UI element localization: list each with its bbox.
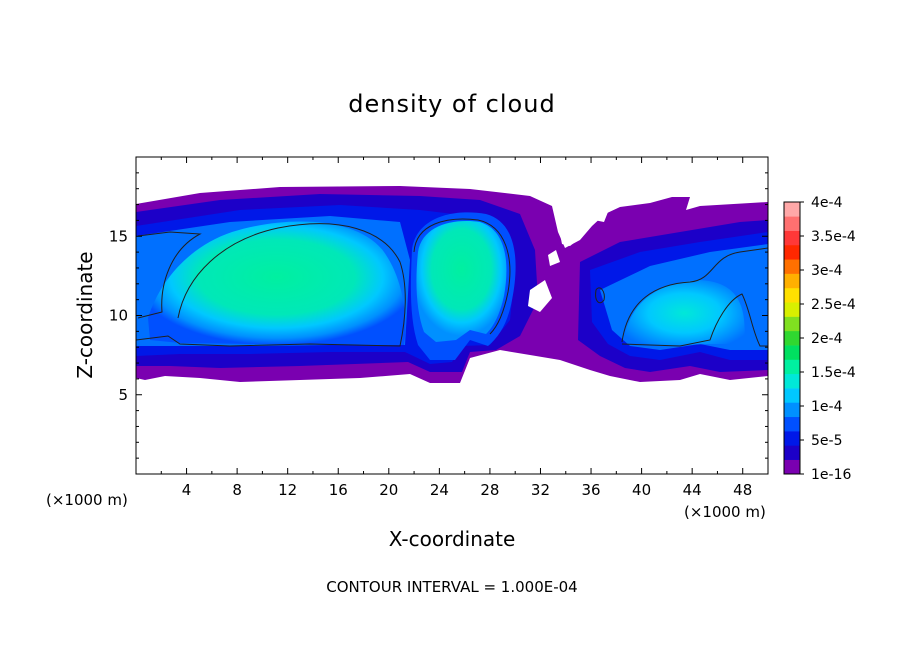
colorbar-swatch xyxy=(784,244,800,260)
contour-line-5 xyxy=(621,293,768,347)
contour-interval-note: CONTOUR INTERVAL = 1.000E-04 xyxy=(326,578,577,596)
colorbar-label: 1e-16 xyxy=(811,467,851,483)
colorbar-swatch xyxy=(784,402,800,418)
chart-title: density of cloud xyxy=(348,90,555,118)
colorbar-label: 1.5e-4 xyxy=(811,365,856,381)
colorbar-swatch xyxy=(784,273,800,289)
clear-air-gap-2 xyxy=(528,280,552,312)
x-tick-label: 8 xyxy=(232,481,242,499)
colorbar-label: 3.5e-4 xyxy=(811,229,856,245)
x-tick-label: 48 xyxy=(733,481,752,499)
density-field xyxy=(136,186,768,383)
colorbar-swatch xyxy=(784,459,800,475)
clear-air-gap-3 xyxy=(548,250,560,266)
contour-line-2 xyxy=(136,223,406,347)
colorbar-swatch xyxy=(784,316,800,332)
clear-air-gap-1 xyxy=(560,228,580,246)
cloud-cell-2-core xyxy=(416,221,507,342)
y-tick-label: 5 xyxy=(118,386,128,404)
x-tick-label: 4 xyxy=(182,481,192,499)
colorbar-swatch xyxy=(784,416,800,432)
x-tick-label: 20 xyxy=(379,481,398,499)
x-unit-label-right: (×1000 m) xyxy=(684,503,766,521)
colorbar-label: 2e-4 xyxy=(811,331,843,347)
colorbar-swatch xyxy=(784,216,800,231)
x-axis-ticks: 4 8 12 16 20 24 28 32 36 40 44 48 xyxy=(160,157,752,499)
contour-line-6 xyxy=(595,287,605,304)
colorbar: 1e-16 5e-5 1e-4 1.5e-4 2e-4 2.5e-4 3e-4 3.5e-4 4… xyxy=(783,195,856,483)
y-axis-ticks: 5 10 15 xyxy=(109,172,768,459)
y-tick-label: 10 xyxy=(109,307,128,325)
colorbar-swatch xyxy=(784,259,800,274)
colorbar-swatch xyxy=(784,230,800,246)
cloud-cell-1 xyxy=(148,221,406,345)
colorbar-swatch xyxy=(784,388,800,403)
colorbar-swatch xyxy=(784,359,800,375)
colorbar-swatch xyxy=(784,202,800,217)
contour-line-1 xyxy=(137,231,202,319)
x-tick-label: 28 xyxy=(480,481,499,499)
colorbar-label: 4e-4 xyxy=(811,195,843,211)
colorbar-label: 1e-4 xyxy=(811,399,843,415)
colorbar-label: 3e-4 xyxy=(811,263,843,279)
colorbar-swatch xyxy=(784,431,800,446)
colorbar-label: 5e-5 xyxy=(811,433,842,449)
x-tick-label: 36 xyxy=(581,481,600,499)
colorbar-swatch xyxy=(784,302,800,317)
x-tick-label: 16 xyxy=(329,481,348,499)
x-tick-label: 24 xyxy=(430,481,449,499)
colorbar-swatch xyxy=(784,373,800,389)
x-tick-label: 44 xyxy=(683,481,702,499)
contour-line-3 xyxy=(413,218,511,335)
colorbar-swatch xyxy=(784,445,800,460)
colorbar-label: 2.5e-4 xyxy=(811,297,856,313)
clear-air-gap-4 xyxy=(594,210,608,222)
x-axis-label: X-coordinate xyxy=(389,527,516,551)
y-axis-label: Z-coordinate xyxy=(73,251,97,378)
x-tick-label: 32 xyxy=(531,481,550,499)
colorbar-swatch xyxy=(784,345,800,360)
y-tick-label: 15 xyxy=(109,227,128,245)
x-tick-label: 40 xyxy=(632,481,651,499)
colorbar-swatch xyxy=(784,287,800,303)
colorbar-swatch xyxy=(784,330,800,346)
x-tick-label: 12 xyxy=(278,481,297,499)
contour-line-4 xyxy=(621,247,768,343)
x-unit-label-left: (×1000 m) xyxy=(46,491,128,509)
